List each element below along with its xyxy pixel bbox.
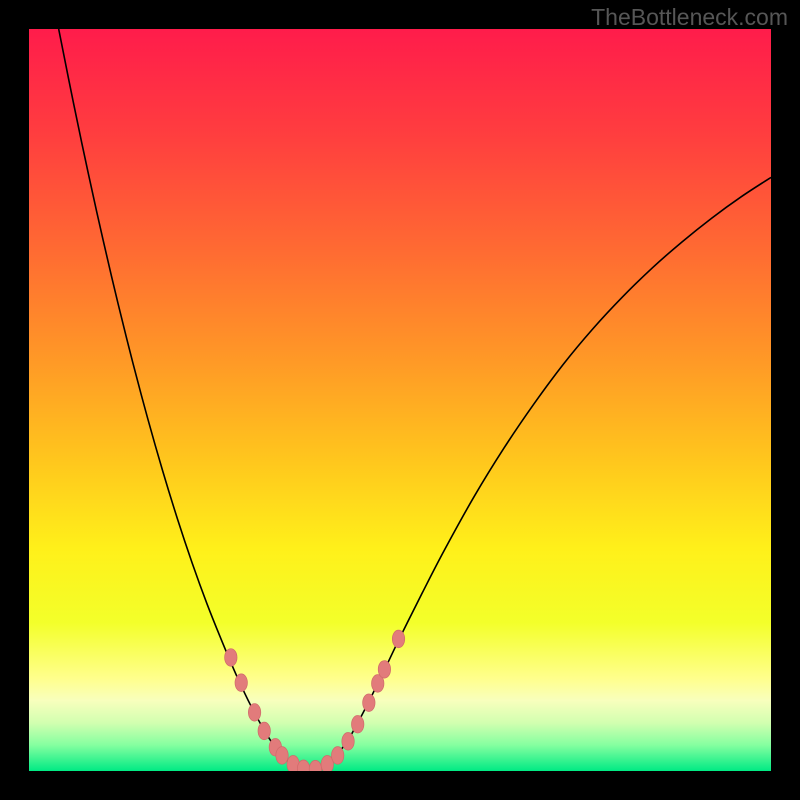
curve-marker	[331, 747, 343, 765]
chart-frame: TheBottleneck.com	[0, 0, 800, 800]
curve-marker	[352, 715, 364, 733]
watermark-text: TheBottleneck.com	[591, 4, 788, 31]
curve-marker	[392, 630, 404, 648]
curve-marker	[225, 649, 237, 667]
curve-marker	[235, 674, 247, 692]
plot-area	[29, 29, 771, 771]
curve-marker	[378, 661, 390, 679]
curve-marker	[248, 704, 260, 722]
curve-marker	[276, 747, 288, 765]
curve-marker	[342, 733, 354, 751]
gradient-background	[29, 29, 771, 771]
curve-marker	[258, 722, 270, 740]
curve-marker	[363, 694, 375, 712]
plot-svg	[29, 29, 771, 771]
